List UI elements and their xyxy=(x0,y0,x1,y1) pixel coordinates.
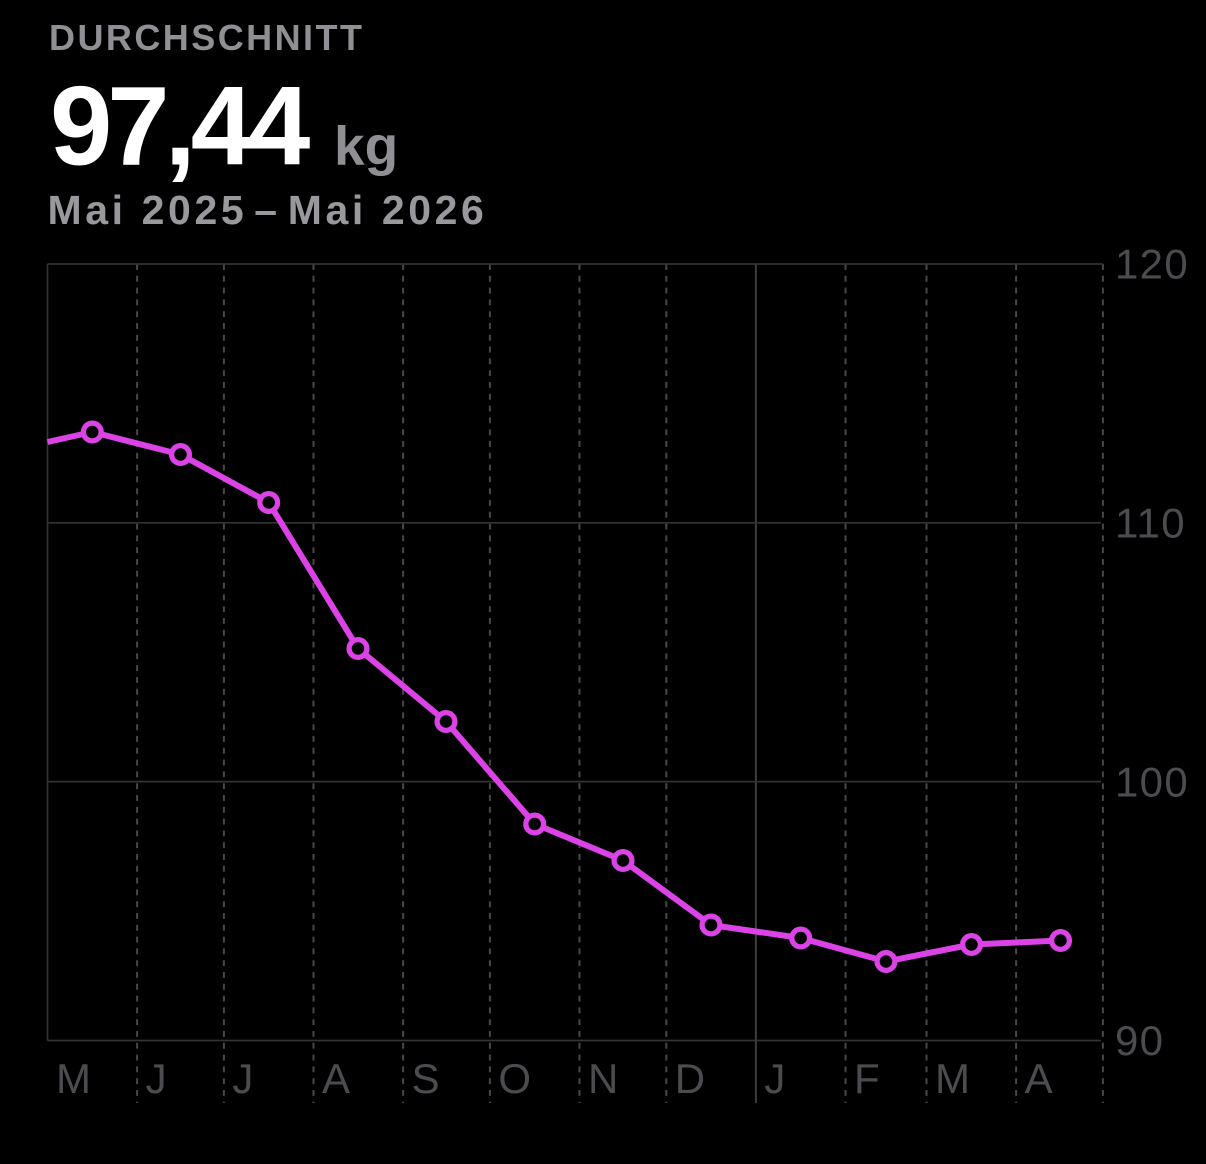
svg-text:M: M xyxy=(935,1055,970,1102)
svg-text:A: A xyxy=(1025,1055,1053,1102)
svg-text:120: 120 xyxy=(1115,241,1189,288)
svg-text:100: 100 xyxy=(1115,758,1189,805)
svg-text:Mai 2025 – Mai 2026: Mai 2025 – Mai 2026 xyxy=(48,187,488,233)
svg-text:DURCHSCHNITT: DURCHSCHNITT xyxy=(49,17,364,58)
svg-text:J: J xyxy=(146,1055,167,1102)
svg-text:97,44: 97,44 xyxy=(50,64,310,189)
svg-text:A: A xyxy=(322,1055,350,1102)
svg-text:J: J xyxy=(764,1055,785,1102)
svg-text:D: D xyxy=(675,1055,705,1102)
svg-text:M: M xyxy=(56,1055,91,1102)
svg-text:N: N xyxy=(588,1055,618,1102)
svg-text:F: F xyxy=(854,1055,880,1102)
svg-text:S: S xyxy=(412,1055,440,1102)
svg-text:O: O xyxy=(498,1055,531,1102)
svg-text:J: J xyxy=(232,1055,253,1102)
svg-text:90: 90 xyxy=(1115,1017,1164,1064)
svg-text:110: 110 xyxy=(1115,500,1186,547)
svg-text:kg: kg xyxy=(334,115,398,177)
